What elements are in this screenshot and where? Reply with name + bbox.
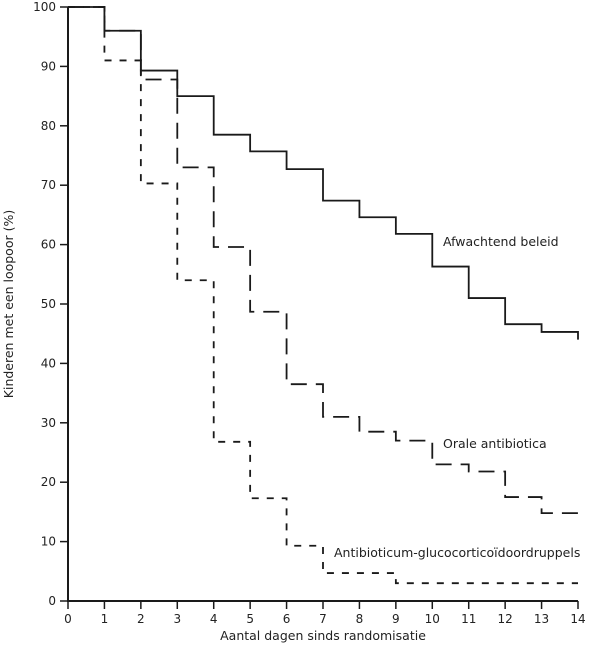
y-tick-label: 30 bbox=[41, 416, 56, 430]
y-tick-label: 10 bbox=[41, 535, 56, 549]
y-tick-label: 50 bbox=[41, 297, 56, 311]
x-tick-label: 13 bbox=[534, 612, 549, 626]
x-axis-title: Aantal dagen sinds randomisatie bbox=[220, 628, 426, 643]
y-tick-label: 60 bbox=[41, 238, 56, 252]
x-tick-label: 11 bbox=[461, 612, 476, 626]
series-label-antibioticum: Antibioticum-glucocorticoïdoordruppels bbox=[334, 545, 580, 560]
y-tick-label: 100 bbox=[33, 0, 56, 14]
x-tick-label: 5 bbox=[246, 612, 254, 626]
y-tick-label: 90 bbox=[41, 59, 56, 73]
x-tick-label: 1 bbox=[101, 612, 109, 626]
x-tick-label: 12 bbox=[498, 612, 513, 626]
x-tick-label: 7 bbox=[319, 612, 327, 626]
x-tick-label: 0 bbox=[64, 612, 72, 626]
labels: Afwachtend beleid Orale antibiotica Anti… bbox=[1, 210, 580, 643]
y-tick-label: 20 bbox=[41, 475, 56, 489]
y-tick-label: 40 bbox=[41, 356, 56, 370]
x-tick-label: 3 bbox=[173, 612, 181, 626]
x-tick-label: 10 bbox=[425, 612, 440, 626]
x-tick-label: 6 bbox=[283, 612, 291, 626]
series-line-2 bbox=[68, 6, 578, 585]
x-tick-label: 4 bbox=[210, 612, 218, 626]
y-axis-title: Kinderen met een loopoor (%) bbox=[1, 210, 16, 398]
x-tick-label: 8 bbox=[356, 612, 364, 626]
y-tick-label: 80 bbox=[41, 119, 56, 133]
series-line-1 bbox=[68, 6, 578, 514]
x-tick-label: 9 bbox=[392, 612, 400, 626]
x-tick-label: 14 bbox=[570, 612, 585, 626]
axes: 0 1 2 3 4 5 6 7 8 9 10 11 12 13 1401020304050607080901… bbox=[33, 0, 586, 626]
series-layer bbox=[68, 6, 579, 585]
y-tick-label: 70 bbox=[41, 178, 56, 192]
series-label-afwachtend: Afwachtend beleid bbox=[443, 234, 559, 249]
y-tick-label: 0 bbox=[48, 594, 56, 608]
x-tick-label: 2 bbox=[137, 612, 145, 626]
series-line-0 bbox=[68, 6, 579, 340]
series-label-orale: Orale antibiotica bbox=[443, 436, 547, 451]
